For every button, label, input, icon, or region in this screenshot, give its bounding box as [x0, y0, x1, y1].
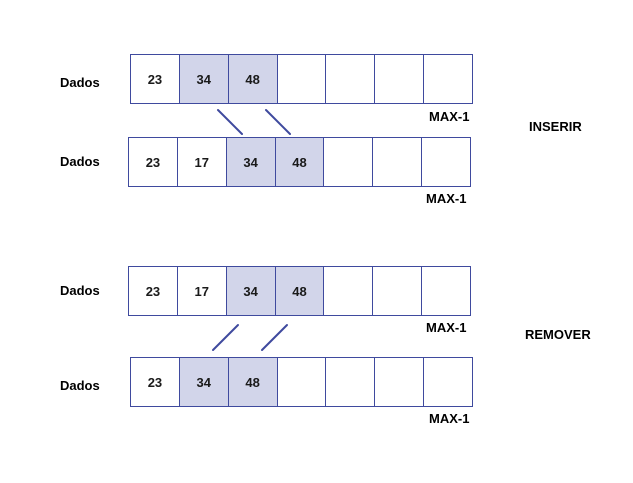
array-3-cell-0: 23 [129, 267, 178, 315]
insert-operation-label: INSERIR [529, 119, 582, 134]
array-4-cell-5 [375, 358, 425, 406]
array-3-cell-5 [373, 267, 423, 315]
array-1-cell-3 [277, 55, 327, 103]
array-4-cell-2: 48 [228, 358, 278, 406]
array-1-cell-1: 34 [179, 55, 229, 103]
remove-shift-line-2 [261, 324, 288, 351]
insert-shift-line-1 [217, 109, 243, 135]
array-4-cell-4 [326, 358, 376, 406]
array-3-label: Dados [60, 283, 100, 298]
array-2-cell-4 [324, 138, 374, 186]
array-1: 23 34 48 [130, 54, 474, 104]
array-2: 23 17 34 48 [128, 137, 472, 187]
array-1-cell-2: 48 [228, 55, 278, 103]
array-4-cell-6 [424, 358, 474, 406]
insert-shift-line-2 [265, 109, 291, 135]
array-2-cell-0: 23 [129, 138, 178, 186]
array-1-cell-6 [424, 55, 474, 103]
array-2-cell-5 [373, 138, 423, 186]
array-3-cell-1: 17 [177, 267, 227, 315]
array-2-cell-2: 34 [226, 138, 276, 186]
array-4-max-label: MAX-1 [429, 411, 470, 426]
array-3-cell-3: 48 [275, 267, 325, 315]
array-4-cell-0: 23 [131, 358, 180, 406]
array-4-cell-1: 34 [179, 358, 229, 406]
array-1-max-label: MAX-1 [429, 109, 470, 124]
array-1-cell-4 [326, 55, 376, 103]
array-1-label: Dados [60, 75, 100, 90]
remove-shift-line-1 [212, 324, 239, 351]
array-2-cell-3: 48 [275, 138, 325, 186]
array-1-cell-0: 23 [131, 55, 180, 103]
array-4-cell-3 [277, 358, 327, 406]
remove-operation-label: REMOVER [525, 327, 591, 342]
array-3-cell-6 [422, 267, 472, 315]
array-3-max-label: MAX-1 [426, 320, 467, 335]
array-3: 23 17 34 48 [128, 266, 472, 316]
array-2-max-label: MAX-1 [426, 191, 467, 206]
array-2-cell-1: 17 [177, 138, 227, 186]
array-2-cell-6 [422, 138, 472, 186]
array-4: 23 34 48 [130, 357, 474, 407]
array-4-label: Dados [60, 378, 100, 393]
array-3-cell-4 [324, 267, 374, 315]
array-3-cell-2: 34 [226, 267, 276, 315]
array-2-label: Dados [60, 154, 100, 169]
array-1-cell-5 [375, 55, 425, 103]
